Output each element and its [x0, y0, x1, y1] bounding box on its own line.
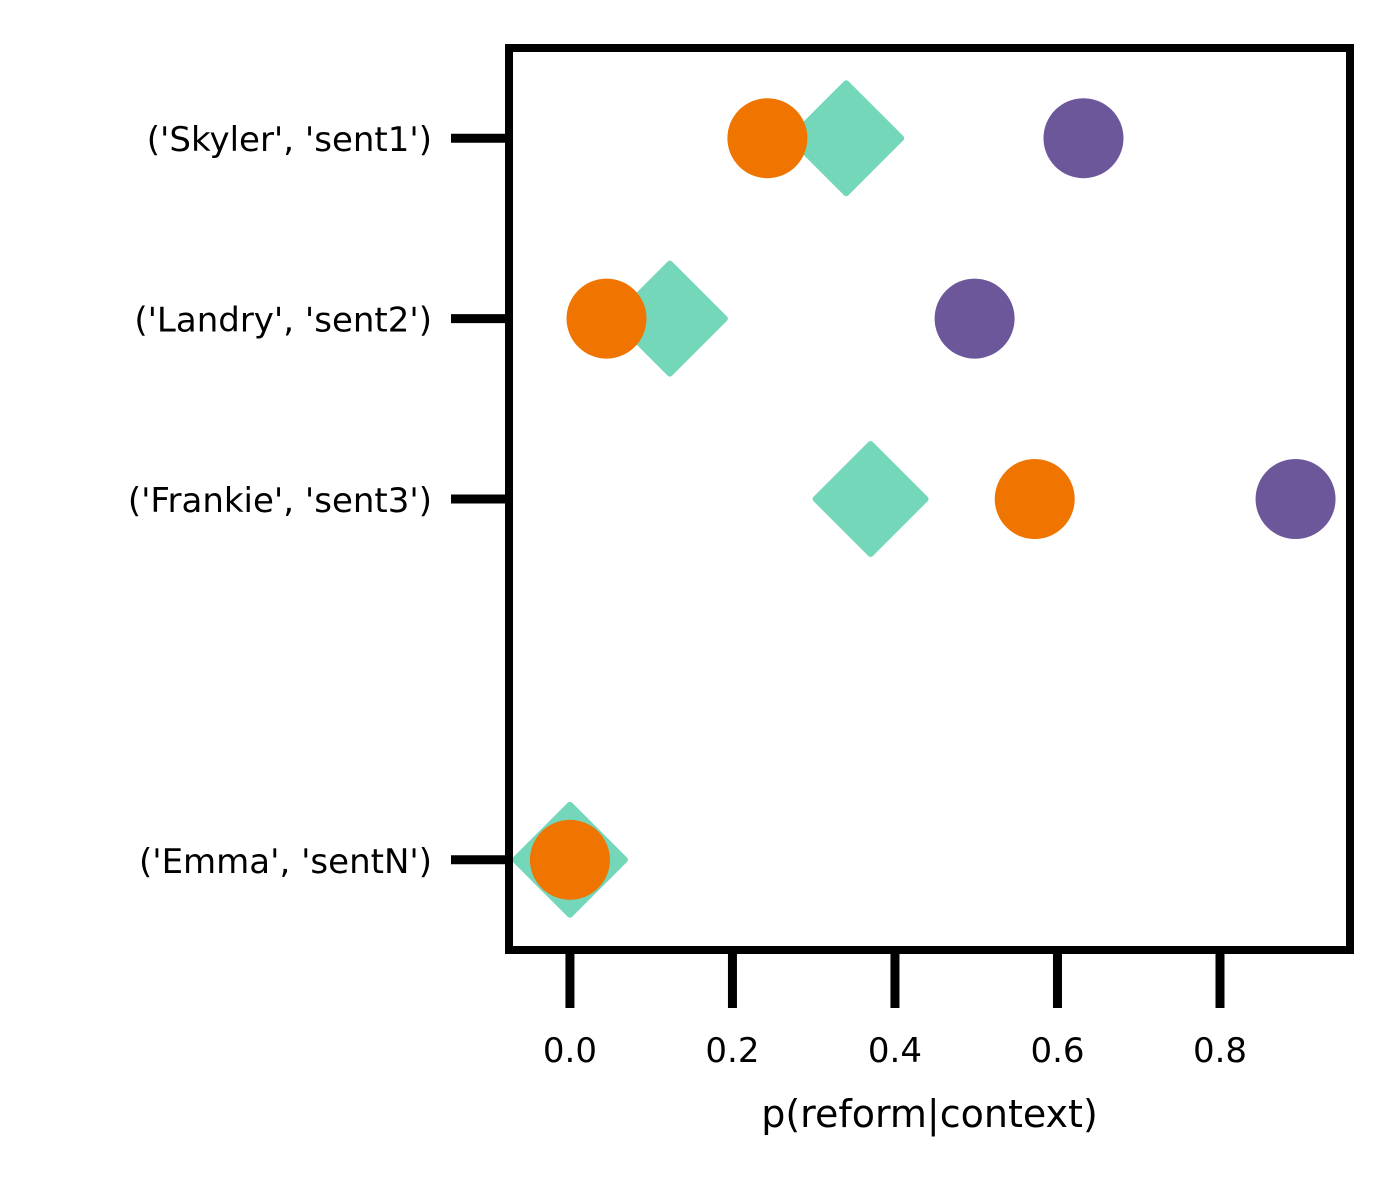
y-axis: ('Skyler', 'sent1') ('Landry', 'sent2') ('…	[128, 120, 505, 882]
x-tick-label: 0.2	[705, 1031, 759, 1071]
circle-marker-s2-p1	[934, 278, 1015, 359]
diamond-marker-s0-p2	[812, 441, 929, 557]
y-tick-label: ('Landry', 'sent2')	[134, 301, 432, 341]
x-axis-label: p(reform|context)	[761, 1092, 1098, 1137]
plot-frame	[505, 44, 1354, 954]
x-axis: 0.0 0.2 0.4 0.6 0.8	[543, 954, 1247, 1071]
data-marks	[511, 80, 1336, 918]
circle-marker-s1-p1	[566, 278, 647, 359]
circle-marker-s2-p0	[1043, 98, 1124, 179]
x-tick-label: 0.4	[868, 1031, 922, 1071]
circle-marker-s1-p0	[727, 98, 808, 179]
y-tick-label: ('Frankie', 'sent3')	[128, 481, 432, 521]
circle-marker-s1-p2	[994, 459, 1075, 539]
x-tick-label: 0.0	[543, 1031, 597, 1071]
y-tick-label: ('Emma', 'sentN')	[139, 842, 432, 882]
circle-marker-s1-p3	[529, 819, 610, 900]
diamond-marker-s0-p0	[788, 80, 905, 197]
x-tick-label: 0.8	[1193, 1031, 1247, 1071]
y-tick-label: ('Skyler', 'sent1')	[147, 120, 432, 160]
circle-marker-s2-p2	[1255, 459, 1336, 539]
x-tick-label: 0.6	[1030, 1031, 1084, 1071]
